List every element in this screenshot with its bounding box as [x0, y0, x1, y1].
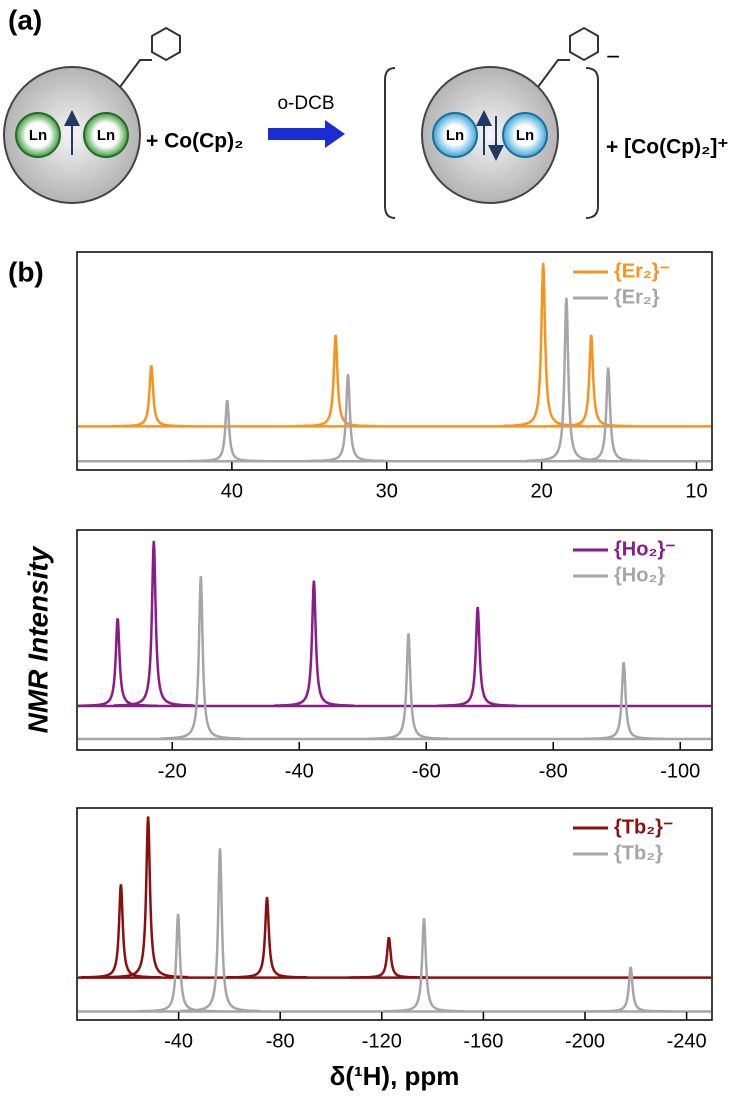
- x-tick-label: -160: [463, 1030, 503, 1052]
- product: + [Co(Cp)₂]⁺: [606, 136, 728, 159]
- metal-label: Ln: [446, 127, 464, 144]
- peak: [503, 262, 584, 428]
- panel-label: (b): [8, 256, 44, 287]
- plot-frame: [76, 529, 713, 751]
- x-axis-label: δ(¹H), ppm: [330, 1061, 460, 1091]
- peak: [227, 896, 307, 979]
- panel-label: (a): [8, 4, 42, 35]
- x-tick-label: 30: [376, 480, 398, 502]
- charge: −: [606, 43, 620, 70]
- legend-label: {Er₂}⁻: [614, 260, 670, 282]
- peak: [583, 661, 664, 741]
- x-tick-label: -80: [539, 760, 568, 782]
- reactant: + Co(Cp)₂: [146, 130, 243, 153]
- x-tick-label: -120: [362, 1030, 402, 1052]
- legend-label: {Ho₂}: [614, 564, 665, 586]
- peak: [78, 618, 158, 707]
- peak: [138, 913, 219, 1013]
- peak: [308, 373, 388, 463]
- peak: [187, 399, 268, 463]
- peak: [368, 633, 449, 740]
- peak: [437, 606, 518, 707]
- peak: [273, 580, 354, 707]
- x-tick-label: -20: [158, 760, 187, 782]
- x-tick-label: -80: [266, 1030, 295, 1052]
- legend-label: {Tb₂}: [614, 842, 663, 864]
- reagent: o-DCB: [277, 93, 334, 114]
- x-tick-label: -200: [565, 1030, 605, 1052]
- x-tick-label: -100: [660, 760, 700, 782]
- legend-label: {Ho₂}⁻: [614, 538, 676, 560]
- peak: [295, 334, 376, 428]
- x-tick-label: 40: [221, 480, 243, 502]
- x-tick-label: -60: [412, 760, 441, 782]
- scheme: [3, 26, 599, 219]
- x-tick-label: -40: [164, 1030, 193, 1052]
- peak: [111, 365, 192, 428]
- peak: [551, 334, 632, 428]
- peak: [160, 576, 241, 740]
- plot-frame: [76, 807, 713, 1021]
- y-axis-label: NMR Intensity: [22, 545, 53, 733]
- metal-label: Ln: [29, 127, 47, 144]
- peak: [113, 540, 194, 707]
- peak: [80, 884, 161, 979]
- peak: [348, 936, 429, 979]
- peak: [180, 848, 260, 1013]
- metal-label: Ln: [97, 127, 115, 144]
- x-tick-label: 10: [685, 480, 707, 502]
- legend-label: {Er₂}: [614, 286, 660, 308]
- plot-frame: [76, 251, 713, 471]
- legend-label: {Tb₂}⁻: [614, 816, 673, 838]
- peak: [568, 367, 649, 463]
- peak: [590, 966, 671, 1013]
- x-tick-label: -240: [667, 1030, 707, 1052]
- metal-label: Ln: [516, 127, 534, 144]
- peak: [384, 918, 464, 1013]
- x-tick-label: -40: [285, 760, 314, 782]
- x-tick-label: 20: [531, 480, 553, 502]
